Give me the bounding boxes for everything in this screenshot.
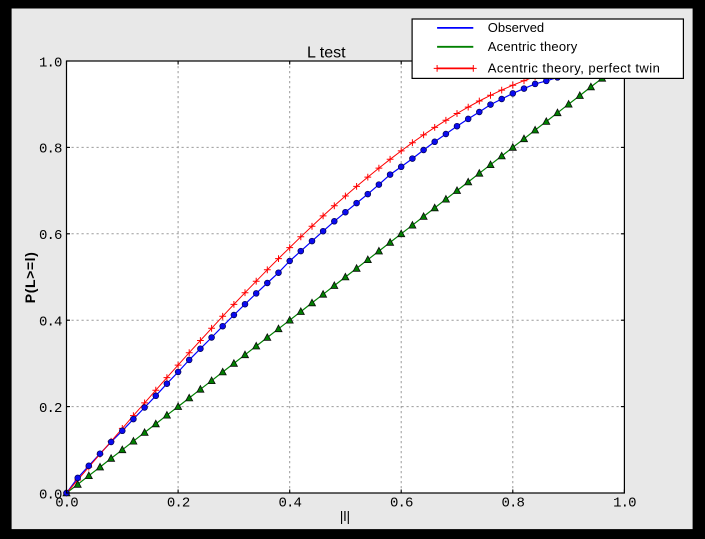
svg-text:0.6: 0.6 (390, 495, 413, 511)
svg-text:0.8: 0.8 (39, 142, 62, 158)
svg-text:Acentric theory, perfect twin: Acentric theory, perfect twin (488, 61, 660, 76)
svg-text:0.6: 0.6 (39, 228, 62, 244)
svg-text:L test: L test (307, 44, 346, 61)
svg-text:|l|: |l| (340, 508, 350, 524)
svg-text:0.0: 0.0 (39, 487, 62, 503)
svg-text:Acentric theory: Acentric theory (488, 39, 578, 54)
svg-text:0.0: 0.0 (55, 495, 78, 511)
svg-text:0.4: 0.4 (278, 495, 301, 511)
svg-text:0.2: 0.2 (39, 401, 62, 417)
svg-text:1.0: 1.0 (613, 495, 636, 511)
svg-text:0.8: 0.8 (502, 495, 525, 511)
svg-text:0.4: 0.4 (39, 315, 62, 331)
svg-text:0.2: 0.2 (167, 495, 190, 511)
svg-text:Observed: Observed (488, 20, 544, 35)
svg-text:P(L>=l): P(L>=l) (22, 252, 38, 304)
svg-text:1.0: 1.0 (39, 55, 62, 71)
